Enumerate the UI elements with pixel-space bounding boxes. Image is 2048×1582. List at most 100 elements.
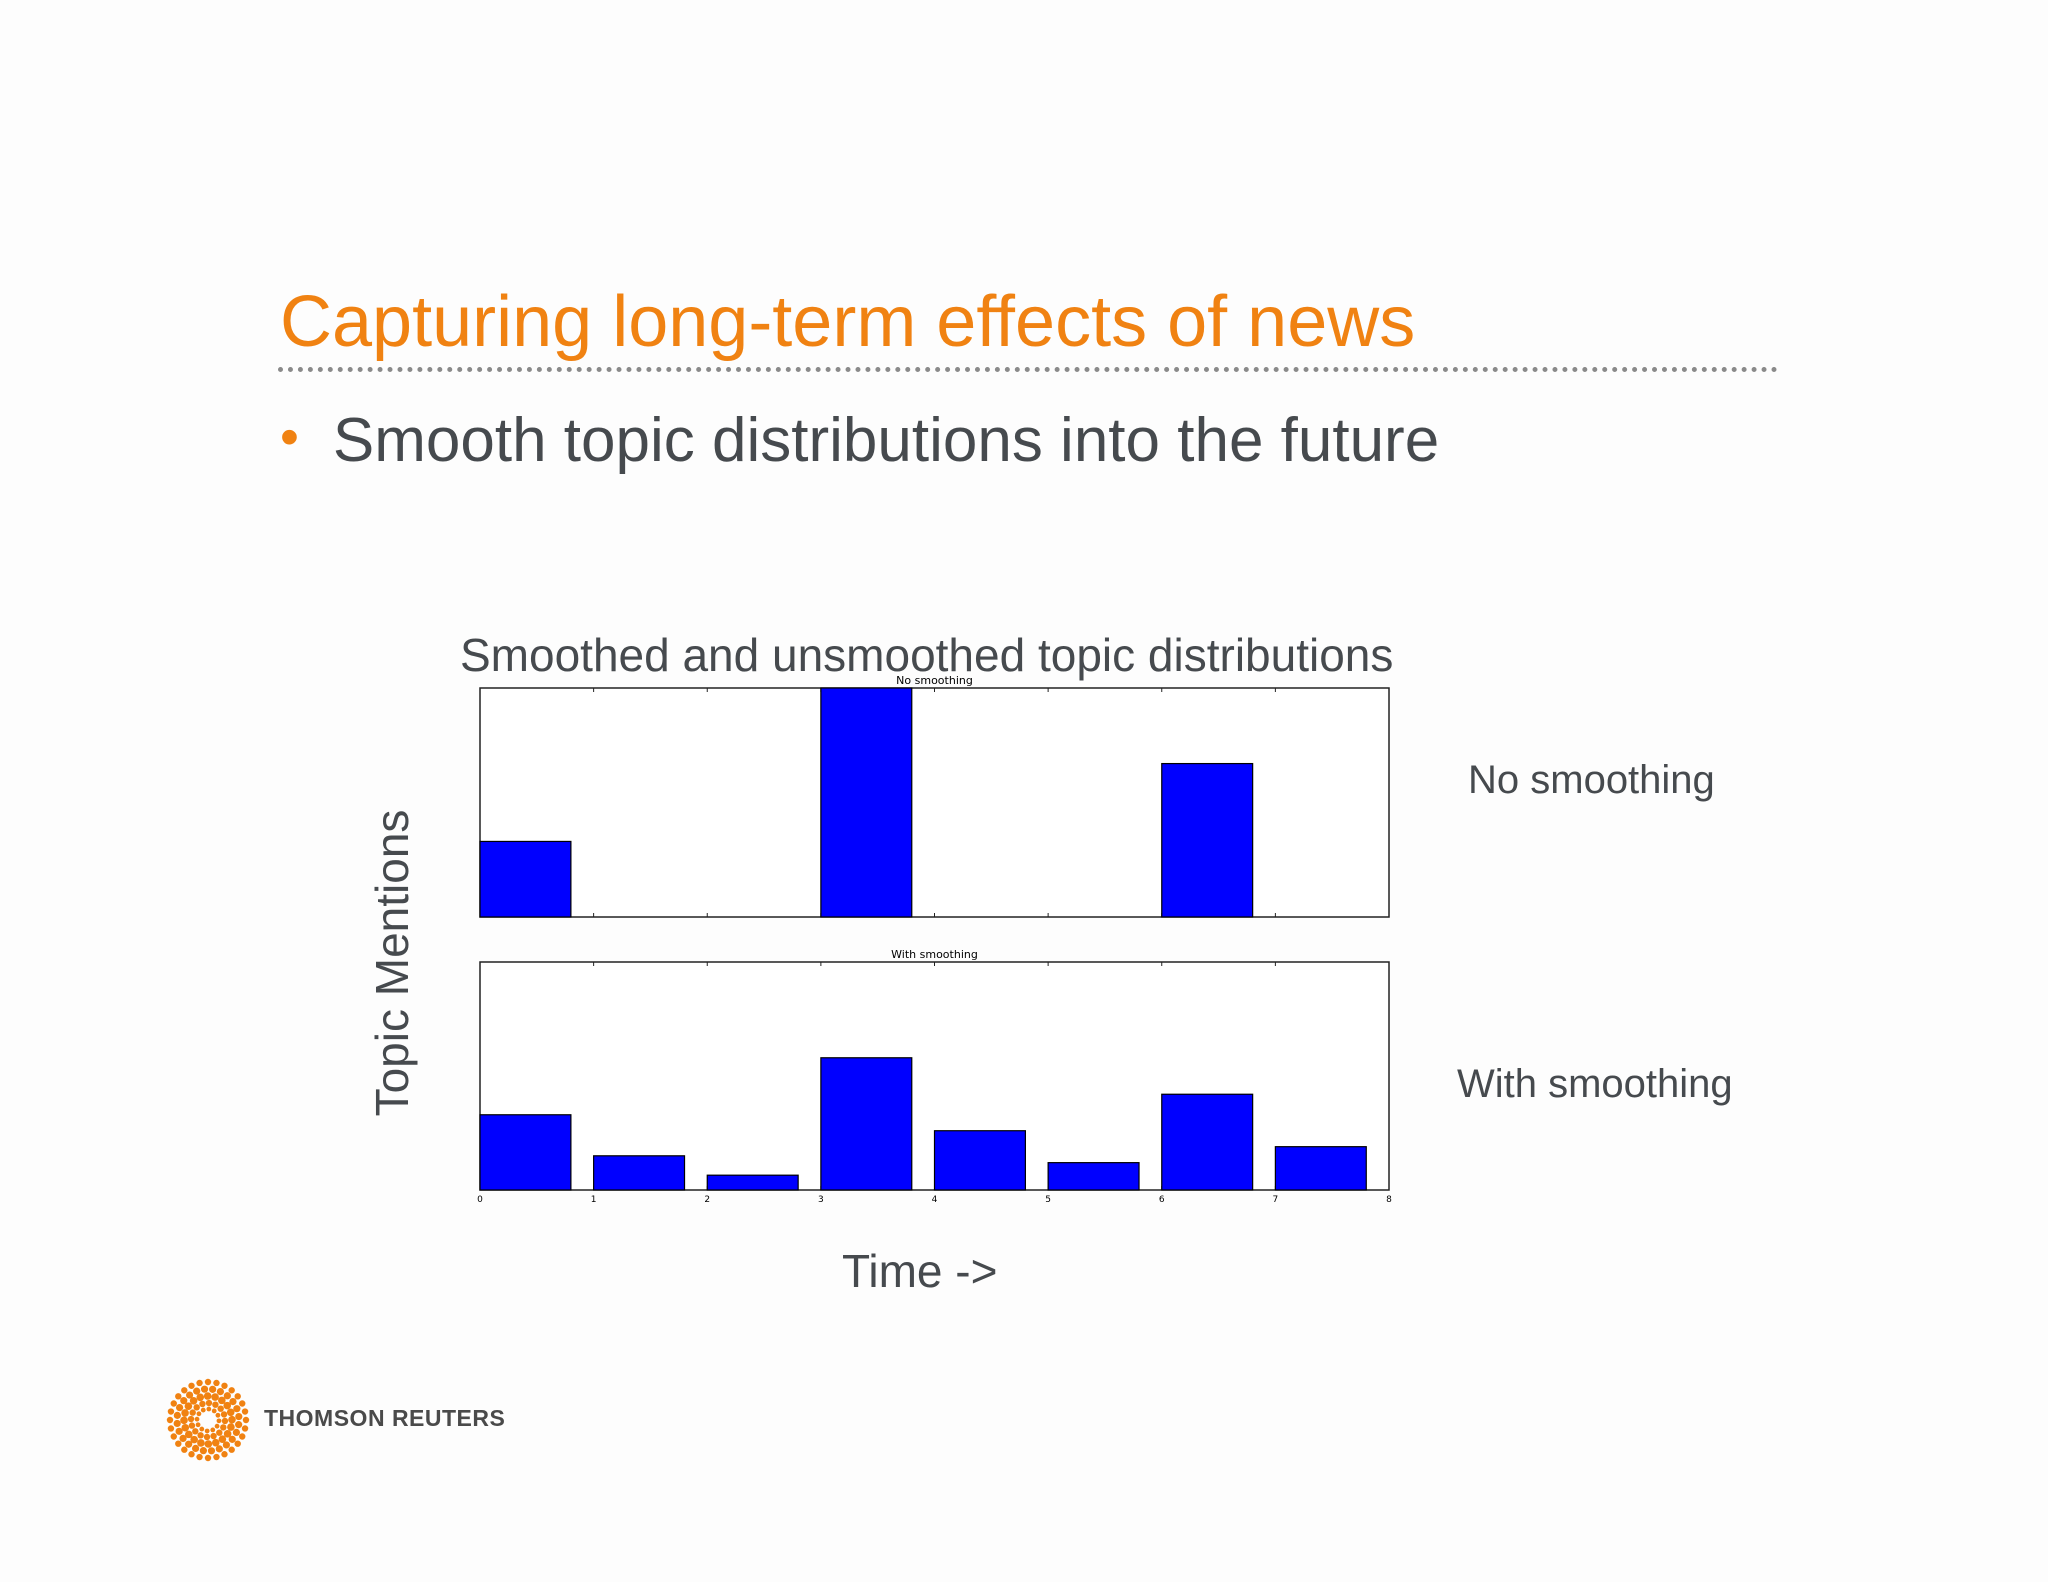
- logo-dot: [241, 1408, 249, 1415]
- logo-dot: [189, 1409, 196, 1416]
- x-tick-label: 5: [1045, 1195, 1051, 1205]
- logo-dot: [214, 1423, 220, 1429]
- logo-dot: [204, 1378, 212, 1386]
- logo-dot: [181, 1409, 189, 1417]
- logo-dot: [234, 1440, 241, 1447]
- logo-dot: [188, 1451, 195, 1458]
- bar: [1161, 1093, 1254, 1191]
- logo-dot: [173, 1411, 181, 1419]
- logo-dot: [179, 1434, 187, 1442]
- bullet-marker: •: [280, 407, 299, 467]
- logo-dot: [220, 1411, 228, 1418]
- logo-dot: [187, 1415, 195, 1423]
- logo-dot: [175, 1403, 184, 1412]
- bar: [820, 687, 913, 918]
- x-tick-label: 4: [932, 1195, 938, 1205]
- logo-dot: [190, 1435, 198, 1444]
- logo-dot: [223, 1392, 231, 1400]
- logo-dot: [199, 1400, 206, 1408]
- bar: [933, 1130, 1027, 1191]
- logo-dot: [184, 1430, 193, 1439]
- logo-dot: [216, 1429, 223, 1436]
- chart-title: Smoothed and unsmoothed topic distributi…: [460, 629, 1394, 681]
- bar: [820, 1057, 913, 1191]
- title-divider: [278, 367, 1778, 372]
- logo-dot: [210, 1432, 217, 1440]
- bar: [479, 840, 572, 918]
- thomson-reuters-logo: [166, 1378, 250, 1467]
- logo-dot: [222, 1441, 230, 1449]
- bar: [706, 1174, 799, 1191]
- logo-dot: [191, 1444, 200, 1453]
- logo-dot: [229, 1398, 237, 1406]
- logo-dot: [213, 1379, 220, 1387]
- logo-dot: [217, 1405, 224, 1412]
- logo-dot: [203, 1392, 212, 1400]
- logo-dot: [204, 1454, 212, 1462]
- logo-dot: [188, 1382, 195, 1389]
- logo-dot: [166, 1416, 174, 1424]
- logo-dot: [181, 1387, 188, 1394]
- logo-dot: [221, 1417, 229, 1425]
- logo-dot: [207, 1447, 216, 1455]
- logo-dot: [196, 1411, 202, 1417]
- slide-title: Capturing long-term effects of news: [280, 282, 1416, 362]
- logo-dot: [215, 1412, 221, 1418]
- logo-dot: [211, 1408, 217, 1414]
- logo-dot: [170, 1433, 177, 1440]
- logo-dot: [200, 1407, 206, 1413]
- logo-dot: [200, 1385, 209, 1393]
- logo-dot: [234, 1393, 241, 1400]
- x-tick-label: 3: [818, 1195, 824, 1205]
- logo-dot: [204, 1428, 210, 1434]
- logo-dot: [175, 1440, 182, 1447]
- logo-dot: [175, 1427, 183, 1435]
- bar: [1047, 1162, 1140, 1191]
- logo-dot: [197, 1439, 205, 1447]
- logo-dot: [228, 1446, 235, 1453]
- logo-dot: [180, 1416, 188, 1425]
- logo-dot: [175, 1393, 182, 1400]
- logo-dot: [239, 1433, 246, 1440]
- side-label-no-smoothing: No smoothing: [1468, 758, 1715, 802]
- logo-dot: [196, 1379, 203, 1387]
- bullet-text: Smooth topic distributions into the futu…: [332, 406, 1440, 475]
- logo-dot: [235, 1412, 243, 1421]
- x-tick-label: 8: [1386, 1195, 1392, 1205]
- logo-dot: [212, 1401, 219, 1408]
- logo-dot: [205, 1399, 213, 1407]
- subplot-title-0: No smoothing: [896, 674, 973, 687]
- logo-dot: [196, 1393, 205, 1402]
- logo-dot: [194, 1416, 200, 1422]
- logo-dot: [228, 1435, 236, 1443]
- logo-dot: [204, 1440, 213, 1448]
- x-tick-label: 1: [591, 1195, 597, 1205]
- x-tick-label: 6: [1159, 1195, 1165, 1205]
- logo-dot: [173, 1419, 181, 1428]
- logo-dot: [226, 1408, 235, 1417]
- logo-dot: [228, 1387, 235, 1394]
- logo-dot: [181, 1446, 188, 1453]
- logo-dot: [220, 1424, 227, 1431]
- logo-dot: [167, 1425, 175, 1432]
- logo-dot: [203, 1433, 211, 1441]
- logo-dot: [216, 1418, 222, 1424]
- logo-dot: [197, 1432, 204, 1439]
- logo-dot: [170, 1400, 177, 1407]
- logo-dot: [211, 1438, 220, 1447]
- logo-dot: [239, 1400, 246, 1407]
- logo-dot: [221, 1382, 228, 1389]
- subplot-title-1: With smoothing: [891, 948, 978, 961]
- logo-dot: [188, 1422, 196, 1429]
- bar: [1274, 1146, 1367, 1191]
- logo-dot: [223, 1430, 232, 1438]
- logo-dot: [215, 1445, 223, 1453]
- logo-dot: [209, 1385, 217, 1393]
- logo-dot: [210, 1427, 216, 1433]
- logo-dot: [196, 1453, 203, 1461]
- logo-dot: [167, 1408, 175, 1415]
- logo-dot: [216, 1387, 225, 1396]
- logo-dot: [227, 1423, 235, 1431]
- logo-dot: [218, 1435, 227, 1444]
